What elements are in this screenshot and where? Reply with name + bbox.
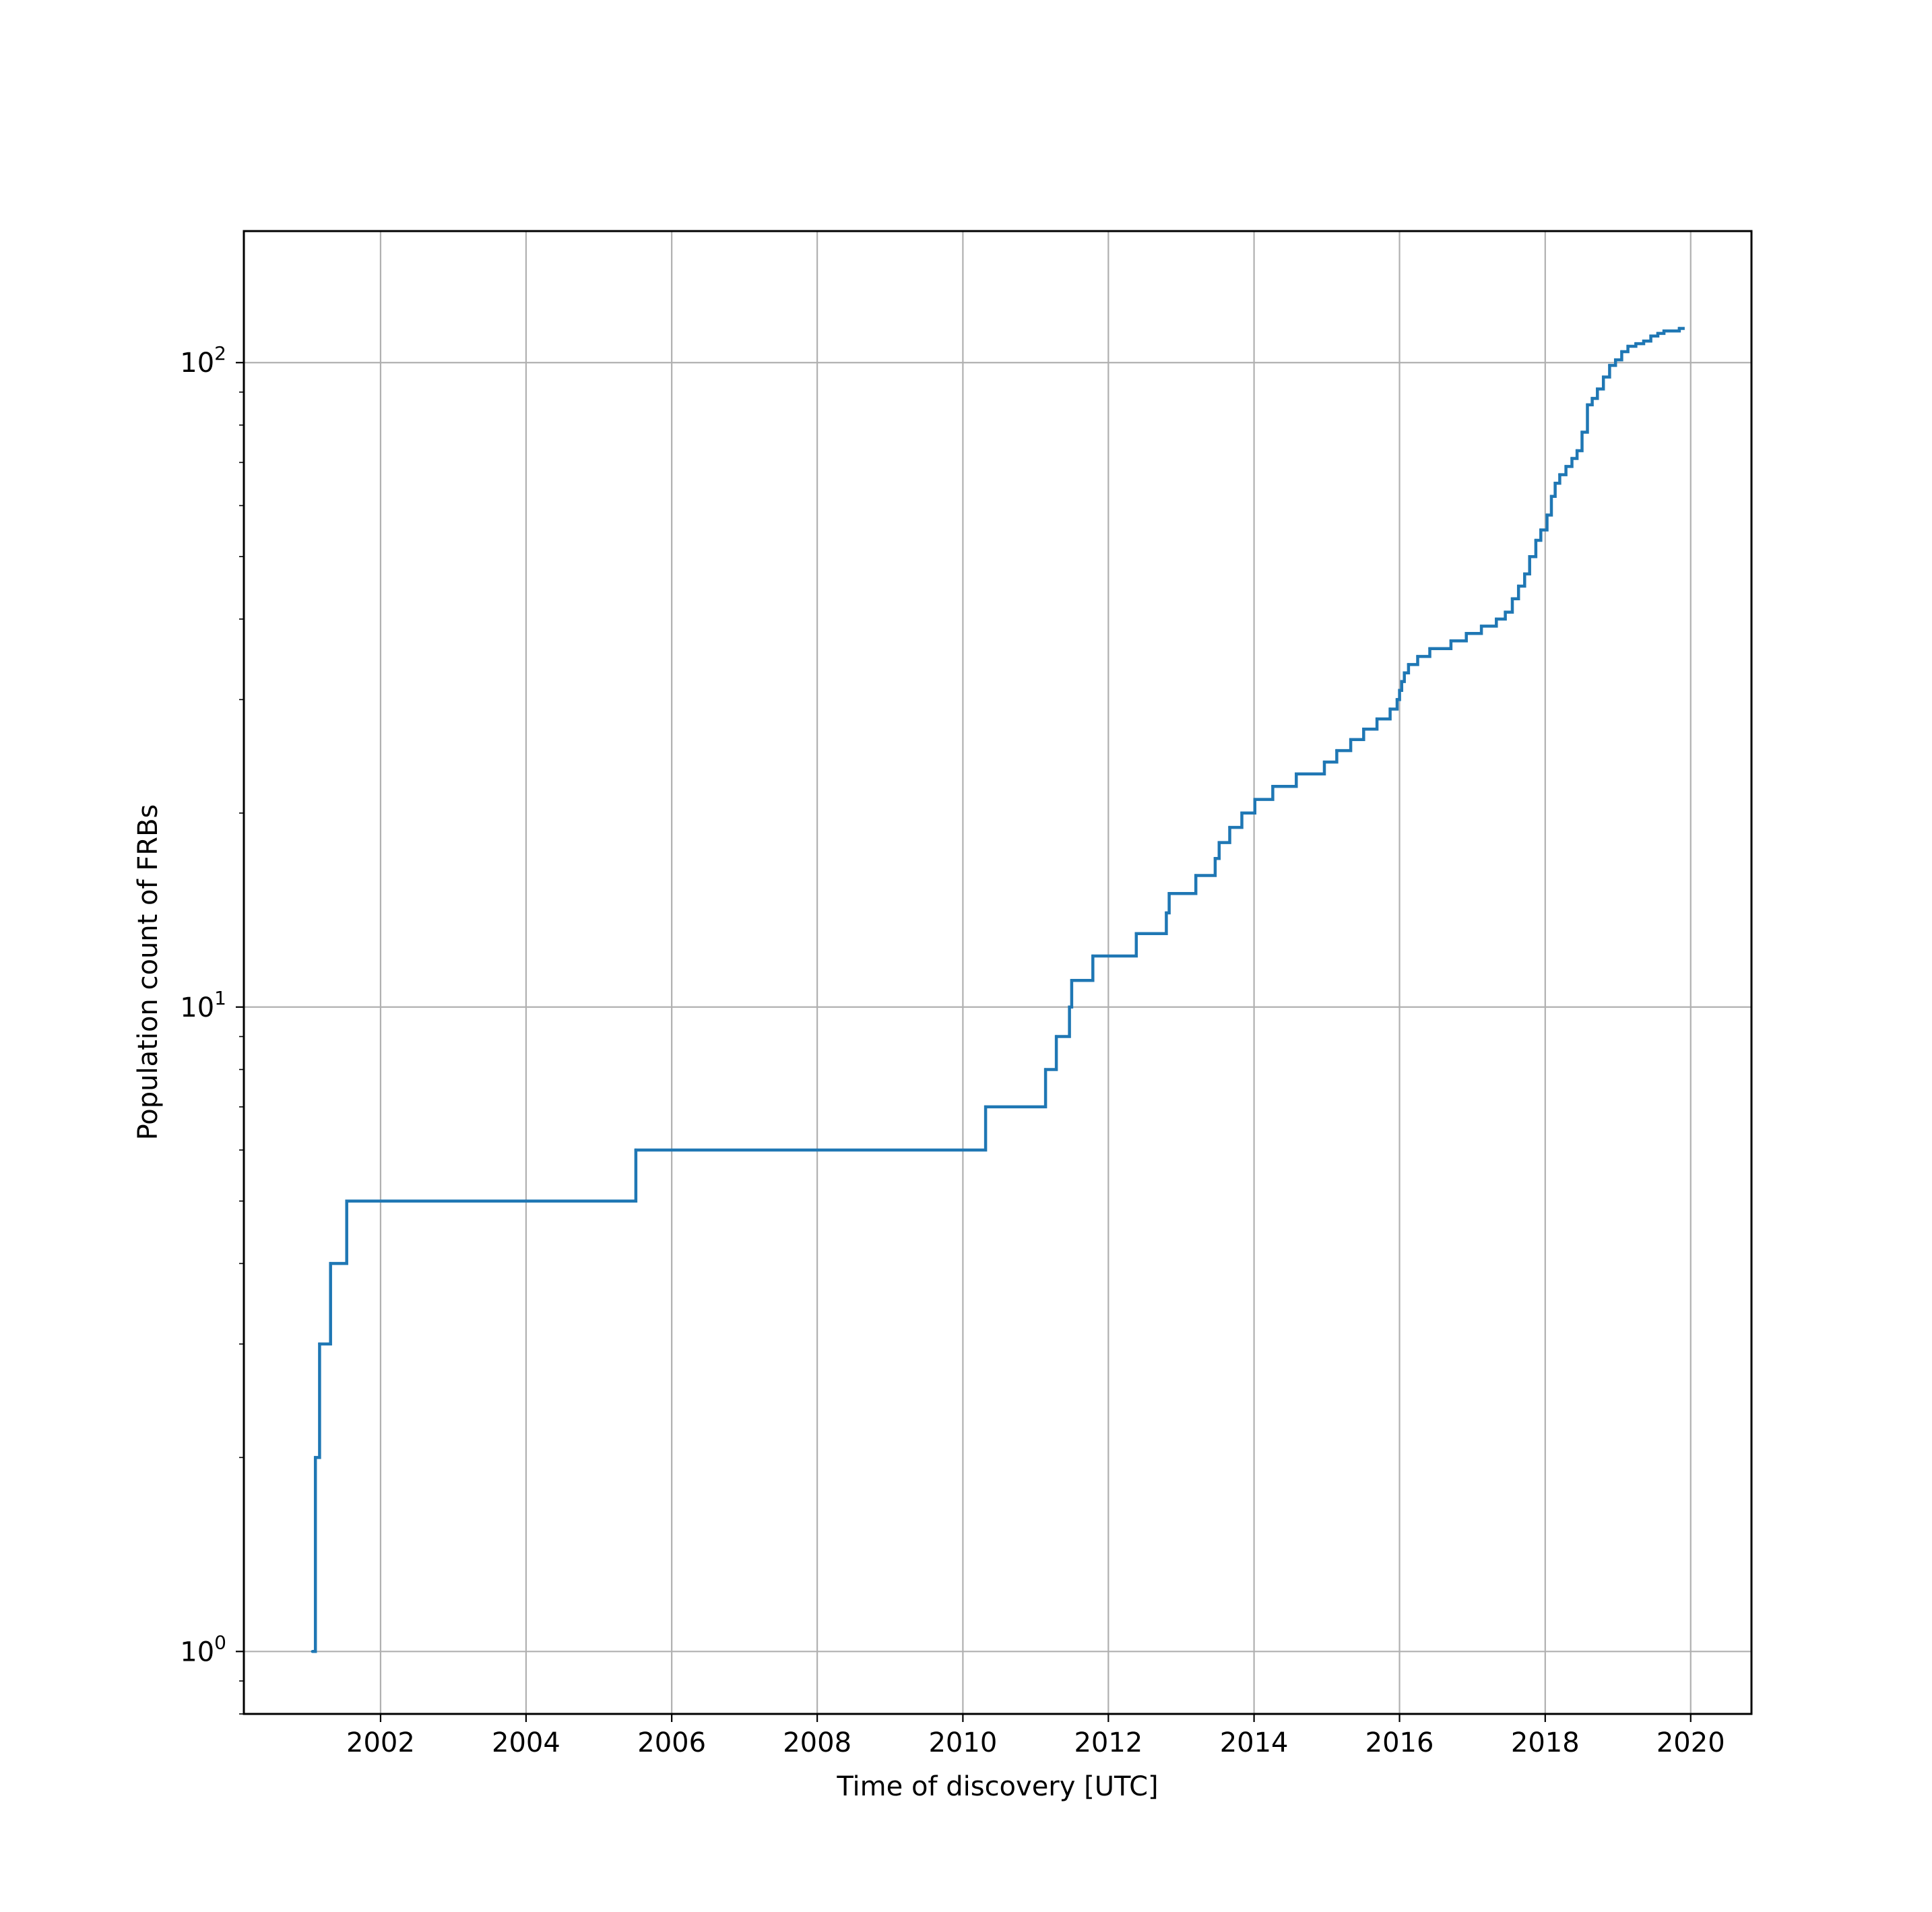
series-step-point (1167, 892, 1171, 895)
series-step-point (1054, 1035, 1058, 1038)
series-step-point (1539, 528, 1543, 532)
series-layer (311, 327, 1685, 1653)
series-step-point (1656, 331, 1660, 336)
series-step-point (1545, 513, 1549, 517)
grid-layer (244, 231, 1751, 1714)
series-step-point (1558, 473, 1561, 476)
series-step-point (1504, 610, 1507, 614)
y-tick-label-exponent: 1 (214, 987, 226, 1009)
y-tick-label-base: 10 (180, 992, 214, 1023)
series-step-point (1590, 397, 1594, 400)
series-step-point (1570, 457, 1574, 460)
series-step-point (1362, 728, 1365, 731)
y-tick-label: 101 (180, 987, 226, 1023)
series-step-point (1596, 387, 1599, 391)
series-step-point (1335, 748, 1339, 753)
y-tick-label-base: 10 (180, 348, 214, 379)
series-step-point (1517, 584, 1520, 588)
series-step-point (1428, 647, 1431, 650)
series-step-point (1091, 954, 1095, 958)
x-tick-label: 2018 (1511, 1727, 1580, 1758)
y-tick-label-exponent: 0 (214, 1631, 226, 1653)
y-tick-label-exponent: 2 (214, 342, 226, 364)
series-step-point (1449, 639, 1453, 643)
series-step-point (1528, 555, 1531, 559)
series-step-point (1523, 572, 1526, 576)
x-tick-label: 2006 (637, 1727, 706, 1758)
series-step-point (1464, 632, 1468, 635)
series-step-point (1479, 625, 1483, 628)
series-step-point (1068, 1005, 1071, 1009)
series-step-point (1217, 841, 1221, 844)
series-step-point (1395, 698, 1399, 701)
series-step-point (1253, 798, 1257, 801)
series-step-point (1070, 979, 1074, 982)
series-step-point (1662, 329, 1666, 333)
series-step-point (1534, 538, 1538, 542)
series-step-point (984, 1105, 988, 1109)
series-step-point (1240, 811, 1244, 815)
plot-frame (243, 230, 1753, 1715)
series-step-point (1575, 449, 1579, 453)
series-step-point (1620, 350, 1623, 354)
series-step-point (634, 1148, 638, 1152)
x-tick-label: 2020 (1656, 1727, 1725, 1758)
y-tick-label: 102 (180, 342, 226, 379)
x-tick-label: 2012 (1074, 1727, 1142, 1758)
series-step-point (329, 1262, 332, 1265)
x-tick-label: 2016 (1365, 1727, 1434, 1758)
series-step-point (318, 1342, 321, 1346)
series-step-point (1213, 857, 1217, 860)
series-step-point (1564, 465, 1568, 468)
ticks-layer: 2002 2004 2006 2008 2010 2012 2014 2016 2018 2020… (180, 342, 1725, 1758)
series-step-point (1649, 334, 1652, 338)
series-step-point (311, 1650, 314, 1653)
series-step-point (1228, 825, 1231, 829)
series-step-point (1349, 738, 1353, 742)
x-tick-label: 2008 (783, 1727, 851, 1758)
series-step-point (1194, 874, 1198, 877)
x-axis-label: Time of discovery [UTC] (836, 1771, 1158, 1802)
series-step-point (1642, 340, 1646, 343)
series-step-point (1602, 375, 1605, 379)
series-step-point (1416, 655, 1419, 658)
series-step-point (1614, 358, 1617, 362)
series-step-point (1271, 785, 1275, 788)
y-tick-label-base: 10 (180, 1636, 214, 1667)
series-step-point (1407, 663, 1411, 666)
series-step-point (1388, 707, 1392, 711)
x-tick-label: 2010 (928, 1727, 997, 1758)
x-tick-label: 2002 (346, 1727, 415, 1758)
series-step-point (1295, 772, 1298, 776)
series-step-point (1608, 364, 1611, 367)
series-step-point (1375, 717, 1379, 721)
x-tick-label: 2004 (492, 1727, 560, 1758)
series-step-point (1553, 482, 1557, 485)
series-step-point (1677, 327, 1681, 330)
series-step-point (1586, 403, 1589, 407)
series-step-point (1634, 342, 1638, 346)
series-step-point (1510, 597, 1514, 600)
series-step-point (345, 1199, 348, 1203)
series-step-point (1626, 344, 1630, 348)
y-axis-label: Population count of FRBs (133, 804, 164, 1141)
series-step-point (1322, 760, 1326, 764)
x-tick-label: 2014 (1220, 1727, 1289, 1758)
series-step-point (1495, 617, 1498, 621)
series-step-point (1580, 431, 1584, 434)
series-step-point (1398, 689, 1401, 692)
series-step-point (1403, 671, 1406, 674)
series-step-point (314, 1456, 317, 1459)
series-step-point (1400, 680, 1403, 683)
series-step-point (1043, 1068, 1048, 1071)
series-step-point (1165, 911, 1168, 915)
series-step-point (1134, 932, 1138, 936)
y-tick-label: 100 (180, 1631, 226, 1667)
series-step-point (1549, 495, 1553, 498)
